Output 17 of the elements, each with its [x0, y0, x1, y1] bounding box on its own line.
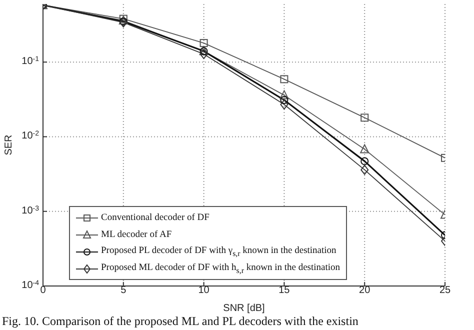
caption: Fig. 10. Comparison of the proposed ML and PL decoders with the existin	[2, 314, 358, 329]
legend-label: Conventional decoder of DF	[101, 212, 210, 222]
x-tick-label: 10	[198, 285, 210, 296]
x-tick-label: 5	[120, 285, 127, 296]
x-axis-title: SNR [dB]	[223, 303, 266, 314]
y-tick-label: 10$^{-1}$	[22, 56, 40, 68]
y-axis-title: SER	[4, 134, 15, 156]
x-tick-label: 25	[439, 285, 451, 296]
y-tick-label: 10$^{-4}$	[22, 280, 40, 291]
x-tick-label: 0	[40, 285, 46, 296]
x-tick-label: 15	[278, 285, 290, 296]
legend-label: Proposed ML decoder of DF with h$_{s,r}$ known in the destination	[101, 262, 340, 274]
x-tick-label: 20	[359, 285, 371, 296]
y-tick-label: 10$^{-2}$	[22, 130, 40, 142]
y-tick-label: 10$^{-3}$	[22, 204, 40, 216]
legend-label: ML decoder of AF	[101, 230, 172, 240]
legend-label: Proposed PL decoder of DF with γ$_{s,r}$ known in the destination	[101, 246, 336, 258]
